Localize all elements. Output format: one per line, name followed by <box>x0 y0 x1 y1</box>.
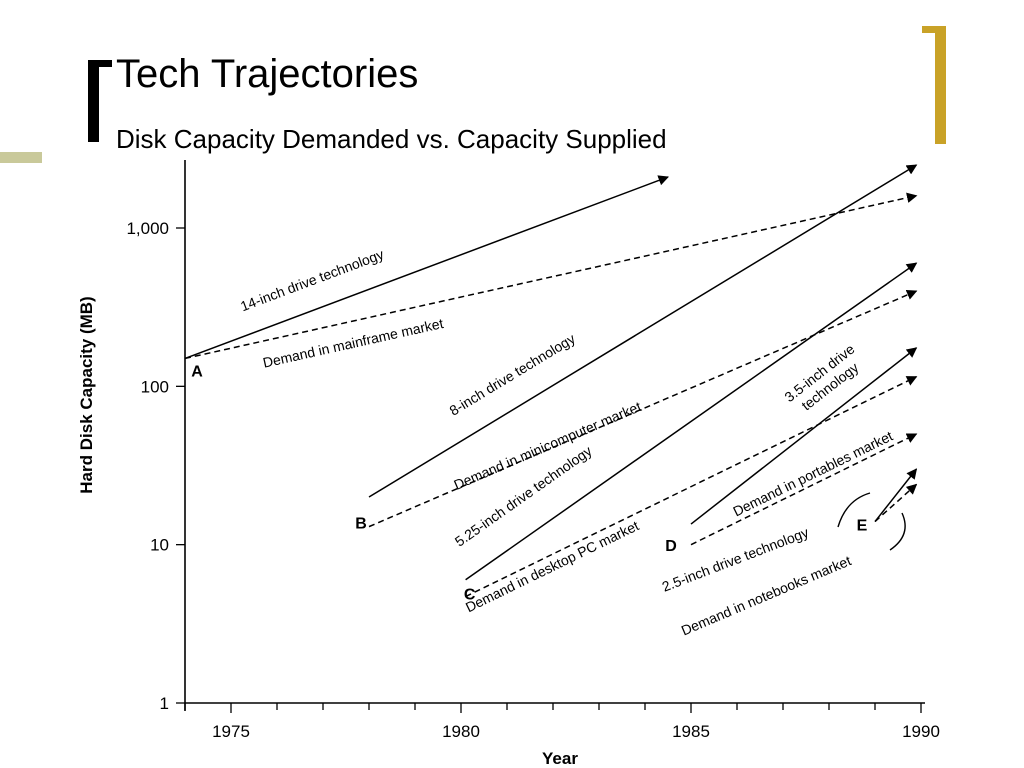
point-label-a: A <box>191 363 203 380</box>
series-line-8 <box>874 468 918 522</box>
slide-subtitle: Disk Capacity Demanded vs. Capacity Supp… <box>116 124 667 154</box>
annotation-label: 8-inch drive technology <box>446 330 577 418</box>
series-line-5 <box>465 376 918 598</box>
point-label-d: D <box>665 538 677 555</box>
series-line-2 <box>368 164 918 498</box>
y-tick-label: 1 <box>160 694 169 713</box>
accent-bar <box>0 152 42 163</box>
pointer-arc-notebooks <box>889 512 906 551</box>
series-line-1 <box>184 192 918 360</box>
series-line-0 <box>184 175 669 360</box>
series-line-4 <box>465 262 918 581</box>
pointer-arc-2-5-inch <box>837 492 871 528</box>
y-tick-label: 1,000 <box>126 219 169 238</box>
x-axis-title: Year <box>542 749 578 768</box>
x-tick-label: 1975 <box>212 722 250 741</box>
point-label-c: C <box>464 587 476 604</box>
series-line-9 <box>874 483 918 523</box>
annotation-label: Demand in mainframe market <box>261 315 445 371</box>
title-bracket-right <box>922 26 946 144</box>
x-tick-label: 1985 <box>672 722 710 741</box>
point-label-e: E <box>857 518 868 535</box>
y-tick-label: 10 <box>150 536 169 555</box>
x-tick-label: 1980 <box>442 722 480 741</box>
slide-title: Tech Trajectories <box>116 52 419 96</box>
annotation-label: Demand in desktop PC market <box>463 517 641 615</box>
x-tick-label: 1990 <box>902 722 940 741</box>
y-axis-title: Hard Disk Capacity (MB) <box>77 296 96 493</box>
series-line-6 <box>690 347 918 525</box>
title-bracket-left <box>88 60 112 142</box>
y-tick-label: 100 <box>141 377 169 396</box>
point-label-b: B <box>355 515 367 532</box>
series-line-7 <box>690 433 918 546</box>
annotation-label: 14-inch drive technology <box>238 246 386 314</box>
